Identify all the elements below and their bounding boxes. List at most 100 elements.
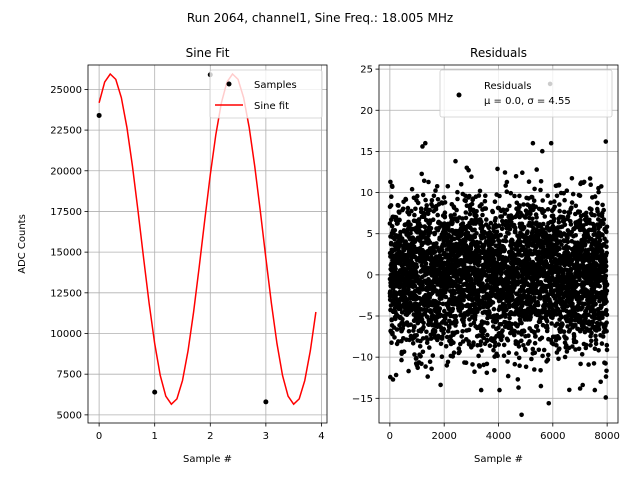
residual-point — [603, 263, 609, 269]
residual-point — [435, 212, 441, 218]
residual-point — [545, 357, 551, 363]
residual-point — [604, 320, 609, 326]
residual-point — [428, 336, 434, 341]
residual-point — [573, 322, 578, 328]
residual-point — [578, 217, 583, 223]
residual-point — [482, 243, 487, 249]
residuals-title: Residuals — [470, 46, 527, 60]
residual-point — [507, 226, 513, 232]
residual-point — [412, 212, 417, 218]
residual-point — [454, 320, 459, 325]
residual-point — [490, 300, 496, 305]
residual-point — [534, 167, 539, 172]
residual-point — [439, 256, 445, 262]
residual-point — [479, 348, 484, 353]
residual-point — [501, 342, 507, 348]
residual-point — [496, 223, 502, 228]
residual-point — [403, 197, 409, 202]
residual-point — [442, 316, 448, 322]
residual-point — [444, 363, 450, 368]
residual-point — [439, 354, 445, 360]
residual-point — [420, 349, 426, 355]
residual-point — [582, 242, 588, 247]
residual-point — [570, 301, 575, 307]
residual-point — [604, 250, 609, 256]
residual-point — [557, 230, 563, 235]
residual-point — [438, 341, 444, 347]
residual-point — [427, 207, 433, 213]
residual-point — [521, 202, 526, 207]
residual-point — [408, 322, 414, 328]
sine-fit-ytick-label: 5000 — [57, 410, 82, 421]
residual-point — [604, 307, 609, 313]
residual-point — [564, 349, 570, 354]
residual-point — [482, 328, 487, 334]
residual-point — [491, 347, 496, 353]
residual-point — [412, 324, 417, 329]
residual-point — [551, 216, 557, 222]
residual-point — [440, 301, 446, 307]
sine-fit-xtick-label: 4 — [318, 431, 324, 442]
residual-point — [479, 219, 484, 225]
residual-point — [548, 140, 554, 146]
sine-fit-ytick-label: 17500 — [50, 207, 82, 218]
residual-point — [482, 235, 488, 240]
residual-point — [596, 348, 601, 353]
residual-point — [426, 179, 431, 185]
residual-point — [507, 315, 512, 321]
residual-point — [557, 309, 563, 314]
residual-point — [427, 240, 433, 245]
residual-point — [535, 302, 541, 308]
residual-point — [420, 283, 426, 289]
residual-point — [460, 303, 466, 309]
residual-point — [538, 383, 544, 389]
residual-point — [444, 334, 450, 340]
residual-point — [461, 263, 467, 268]
residual-point — [441, 195, 447, 200]
sine-fit-panel: Sine Fit 0 1 2 3 4 5000 7500 10000 12500 15000 175… — [17, 46, 328, 465]
residual-point — [390, 184, 395, 189]
residual-point — [523, 347, 528, 353]
residual-point — [414, 333, 420, 338]
residual-point — [603, 273, 609, 279]
residual-point — [467, 273, 473, 278]
residual-point — [591, 361, 597, 366]
residual-point — [573, 339, 579, 345]
residual-point — [544, 319, 550, 324]
residual-point — [500, 328, 505, 333]
residual-point — [462, 315, 467, 320]
residual-point — [471, 286, 477, 291]
sine-fit-ylabel: ADC Counts — [17, 214, 28, 274]
legend-samples-label: Samples — [254, 80, 297, 91]
legend-residuals-stats: μ = 0.0, σ = 4.55 — [484, 96, 571, 107]
residual-point — [534, 215, 539, 220]
residual-point — [604, 288, 610, 294]
residual-point — [603, 268, 609, 273]
residual-point — [442, 308, 447, 314]
residual-point — [443, 321, 449, 326]
residual-point — [422, 224, 428, 229]
residual-point — [592, 346, 598, 352]
residual-point — [603, 361, 608, 366]
residual-point — [580, 263, 586, 268]
residual-point — [414, 264, 420, 270]
residual-point — [389, 317, 395, 322]
residual-point — [423, 261, 429, 266]
residual-point — [463, 360, 469, 366]
residual-point — [580, 382, 585, 388]
residual-point — [592, 194, 598, 199]
residual-point — [497, 193, 502, 199]
residual-point — [500, 218, 505, 224]
residual-point — [529, 194, 535, 200]
residual-outlier-point — [420, 144, 425, 149]
residual-point — [428, 230, 433, 235]
residual-point — [529, 356, 534, 362]
residual-point — [603, 374, 609, 379]
residual-point — [601, 221, 606, 226]
residual-point — [455, 189, 460, 195]
residual-point — [463, 215, 469, 221]
residual-point — [398, 243, 404, 248]
residual-point — [604, 299, 609, 304]
residual-point — [577, 193, 583, 198]
residual-point — [600, 202, 605, 208]
